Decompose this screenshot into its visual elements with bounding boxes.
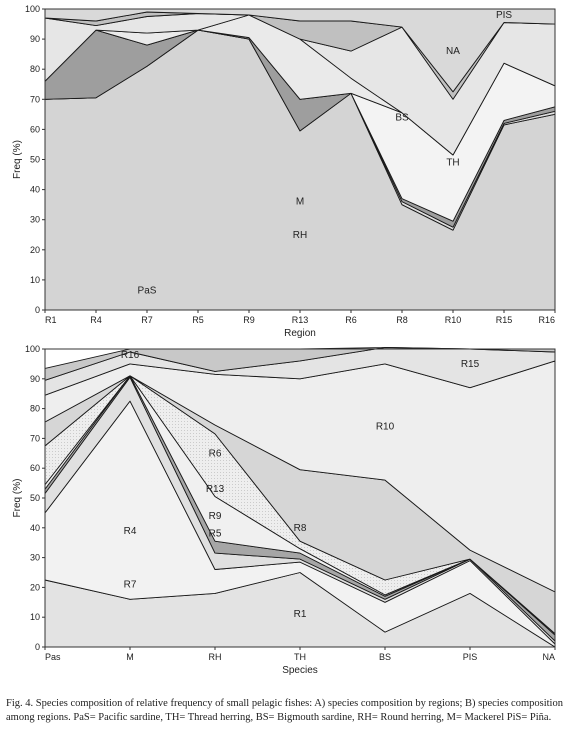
chart-b-y-tick-label: 70 xyxy=(30,433,40,443)
chart-b-y-tick-label: 90 xyxy=(30,374,40,384)
chart-a-x-tick-label: R6 xyxy=(345,315,357,325)
chart-b-label-r15: R15 xyxy=(461,359,480,370)
chart-b-label-r4: R4 xyxy=(124,526,137,537)
chart-b-y-tick-label: 40 xyxy=(30,523,40,533)
chart-b-y-tick-label: 30 xyxy=(30,553,40,563)
chart-a-label-pas: PaS xyxy=(138,285,157,296)
chart-b-x-axis-label: Species xyxy=(282,665,318,676)
chart-a-x-tick-label: R4 xyxy=(90,315,102,325)
chart-a-label-na: NA xyxy=(446,46,460,57)
chart-a-x-tick-label: R13 xyxy=(292,315,309,325)
chart-a-y-tick-label: 80 xyxy=(30,64,40,74)
chart-b-x-tick-label: NA xyxy=(542,652,555,662)
chart-a-x-axis-label: Region xyxy=(284,328,316,339)
chart-a: 0 10 20 30 40 50 60 70 80 90 100 R1 R4 R7 R5 R9 R13 R6 R8 R… xyxy=(12,4,556,339)
chart-b-label-r6: R6 xyxy=(209,448,222,459)
chart-a-y-tick-label: 40 xyxy=(30,185,40,195)
chart-b-label-r10: R10 xyxy=(376,421,395,432)
chart-b-y-tick-label: 20 xyxy=(30,582,40,592)
chart-b-y-tick-label: 100 xyxy=(25,344,40,354)
chart-b-y-tick-label: 50 xyxy=(30,493,40,503)
chart-a-x-tick-label: R10 xyxy=(445,315,462,325)
chart-b-y-tick-label: 10 xyxy=(30,612,40,622)
chart-a-x-tick-label: R16 xyxy=(538,315,555,325)
chart-b-label-r8: R8 xyxy=(294,523,307,534)
chart-b: 0 10 20 30 40 50 60 70 80 90 100 Pas M RH TH BS PIS NA Spe… xyxy=(12,344,556,676)
chart-a-label-pis: PIS xyxy=(496,10,512,21)
chart-a-y-tick-label: 90 xyxy=(30,34,40,44)
chart-b-x-tick-label: Pas xyxy=(45,652,61,662)
chart-a-x-tick-label: R8 xyxy=(396,315,408,325)
chart-b-label-r1: R1 xyxy=(294,609,307,620)
chart-a-x-tick-label: R15 xyxy=(496,315,513,325)
chart-a-x-tick-label: R5 xyxy=(192,315,204,325)
chart-a-y-tick-label: 10 xyxy=(30,275,40,285)
chart-b-x-tick-label: RH xyxy=(209,652,222,662)
chart-a-x-tick-label: R9 xyxy=(243,315,255,325)
figure-caption: Fig. 4. Species composition of relative … xyxy=(6,698,563,723)
chart-a-y-tick-label: 0 xyxy=(35,305,40,315)
chart-b-label-r5: R5 xyxy=(209,529,222,540)
chart-a-label-rh: RH xyxy=(293,230,307,241)
chart-a-x-tick-label: R1 xyxy=(45,315,57,325)
chart-a-label-th: TH xyxy=(446,158,459,169)
chart-b-x-tick-label: PIS xyxy=(463,652,478,662)
chart-b-x-tick-label: TH xyxy=(294,652,306,662)
chart-a-y-tick-label: 70 xyxy=(30,94,40,104)
chart-b-label-r7: R7 xyxy=(124,579,137,590)
chart-a-y-tick-label: 30 xyxy=(30,215,40,225)
chart-b-label-r13: R13 xyxy=(206,484,225,495)
chart-b-y-tick-label: 60 xyxy=(30,463,40,473)
chart-a-label-m: M xyxy=(296,197,304,208)
chart-a-y-tick-label: 50 xyxy=(30,155,40,165)
chart-a-y-tick-label: 20 xyxy=(30,245,40,255)
chart-b-y-axis-label: Freq (%) xyxy=(12,479,23,518)
chart-b-label-r16: R16 xyxy=(121,350,140,361)
chart-a-label-bs: BS xyxy=(395,112,409,123)
chart-b-y-tick-label: 0 xyxy=(35,642,40,652)
chart-b-y-tick-label: 80 xyxy=(30,404,40,414)
chart-b-label-r9: R9 xyxy=(209,511,222,522)
chart-a-x-tick-label: R7 xyxy=(141,315,153,325)
chart-b-x-tick-label: BS xyxy=(379,652,391,662)
chart-a-y-tick-label: 100 xyxy=(25,4,40,14)
chart-a-y-tick-label: 60 xyxy=(30,124,40,134)
chart-b-x-tick-label: M xyxy=(126,652,134,662)
chart-a-y-axis-label: Freq (%) xyxy=(12,140,23,179)
